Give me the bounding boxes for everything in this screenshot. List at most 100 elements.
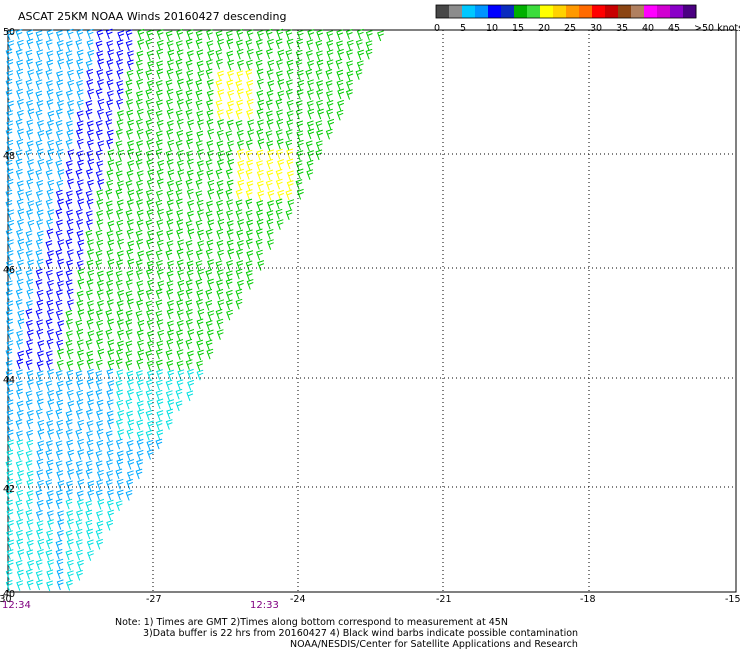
wind-barb [66,58,73,70]
wind-barb [295,179,303,190]
wind-barb [196,49,204,61]
wind-barb [225,130,233,141]
colorbar-swatch [631,5,645,18]
wind-barb [105,430,113,442]
wind-barb [336,40,343,52]
wind-barb [26,159,34,170]
wind-barb [186,269,194,281]
wind-barb [295,100,303,111]
wind-barb [135,118,143,130]
wind-barb [155,288,163,300]
wind-barb [187,199,194,211]
wind-barb [225,270,233,282]
wind-barb [96,510,103,521]
wind-barb [125,398,133,410]
wind-barb [145,389,153,401]
wind-barb [186,158,194,170]
wind-barb [6,439,14,451]
wind-barb [36,398,44,410]
wind-barb [146,319,154,330]
wind-barb [156,168,164,180]
wind-barb [146,79,154,91]
wind-barb [115,418,123,430]
wind-barb [105,188,113,200]
wind-barb [195,38,203,50]
wind-barb [65,89,73,101]
wind-barb [215,168,223,180]
wind-barb [216,288,224,300]
wind-barb [116,489,124,501]
wind-barb [307,79,314,90]
wind-barb [296,38,303,50]
wind-barb [6,499,13,511]
wind-barb [186,368,194,380]
wind-barb [75,408,83,420]
wind-barb [96,210,103,221]
wind-barb [117,238,124,250]
wind-barb [285,29,293,40]
wind-barb [55,289,63,301]
wind-barb [177,279,185,291]
wind-barb [115,170,123,182]
wind-barb [5,309,13,321]
wind-barb [96,29,104,41]
wind-barb [95,379,103,390]
colorbar-swatch [462,5,476,18]
wind-barb [26,58,33,70]
wind-barb [75,549,83,561]
wind-barb [65,410,73,422]
wind-barb [365,30,373,41]
wind-barb [36,49,44,60]
wind-barb [187,119,194,131]
wind-barb [207,188,215,200]
wind-barb [106,179,114,191]
wind-barb [36,120,44,131]
wind-barb [146,178,154,190]
wind-barb [175,179,183,191]
wind-barb [77,239,85,251]
wind-barb [45,158,53,170]
wind-barb [76,120,84,132]
wind-barb [106,449,114,461]
wind-barb [115,270,123,281]
wind-barb [7,40,15,51]
wind-barb [136,358,144,370]
wind-barb [126,379,134,390]
wind-barb [67,149,75,160]
wind-barb [135,259,143,271]
wind-barb [166,98,173,110]
wind-barb [6,530,13,541]
wind-barb [95,120,103,131]
wind-barb [196,339,204,351]
wind-barb [265,179,273,191]
wind-barb [255,228,263,240]
wind-barb [47,209,54,220]
wind-barb [296,120,304,132]
wind-barb [116,80,124,91]
wind-barb [25,450,33,461]
wind-barb [77,479,85,490]
wind-barb [127,140,134,151]
wind-barb [126,440,134,451]
wind-barb [295,49,303,61]
wind-barb [106,279,113,291]
wind-barb [37,130,45,141]
wind-barb [66,69,74,81]
wind-barb [316,29,324,41]
wind-barb [76,490,84,502]
wind-barb [56,568,64,580]
wind-barb [86,439,94,451]
wind-barb [85,509,93,521]
wind-barb [226,199,233,210]
wind-barb [176,98,184,110]
wind-barb [86,239,94,250]
wind-barb [357,49,364,61]
wind-barb [115,140,123,151]
wind-barb [245,238,253,250]
wind-barb [145,189,153,200]
wind-barb [246,180,254,192]
wind-barb [76,389,84,401]
wind-barb [126,248,134,260]
wind-barb [75,168,83,180]
wind-barb [16,400,24,412]
